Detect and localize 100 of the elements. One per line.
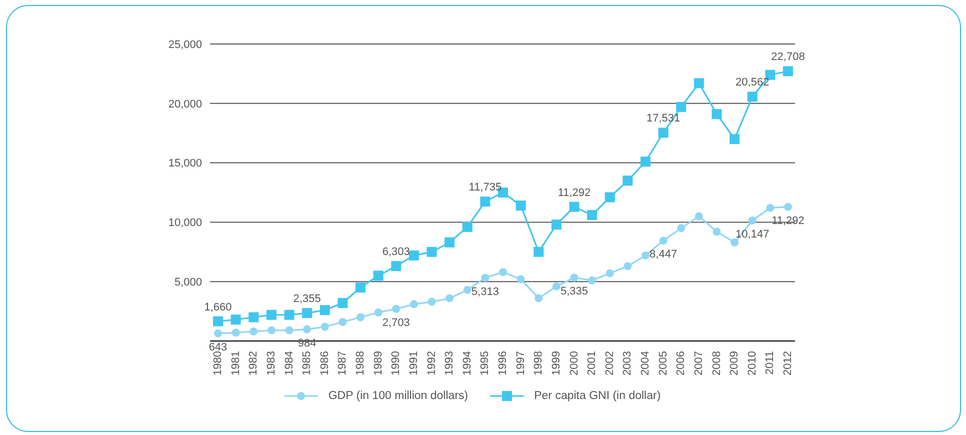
x-tick-label: 2000 [568, 351, 580, 376]
point [658, 128, 668, 138]
x-tick-label: 1997 [514, 351, 527, 376]
legend-label: GDP (in 100 million dollars) [328, 390, 468, 402]
x-tick-label: 2009 [728, 351, 741, 376]
point [642, 251, 650, 260]
point [640, 156, 650, 167]
y-tick-label: 10,000 [168, 217, 202, 230]
x-tick-label: 2010 [746, 351, 758, 376]
point [250, 327, 258, 336]
data-label: 11,292 [558, 186, 591, 199]
point [302, 308, 312, 318]
x-tick-label: 1988 [354, 351, 366, 376]
point [730, 134, 740, 144]
point [320, 305, 330, 316]
point [267, 326, 276, 334]
point [784, 202, 792, 211]
point [606, 269, 614, 278]
x-tick-label: 1992 [426, 351, 438, 376]
point [624, 262, 632, 270]
x-tick-label: 2001 [586, 351, 598, 376]
point [712, 228, 721, 236]
point [392, 304, 400, 313]
point [230, 314, 241, 325]
point [569, 202, 580, 212]
data-label: 11,735 [468, 182, 502, 194]
x-tick-label: 1983 [265, 351, 278, 376]
point [570, 274, 578, 282]
y-tick-label: 5,000 [174, 276, 202, 289]
x-tick-label: 1991 [408, 351, 420, 376]
x-tick-label: 2005 [657, 351, 670, 376]
point [480, 196, 490, 207]
x-tick-label: 1994 [461, 351, 474, 376]
point [446, 294, 454, 302]
point [428, 298, 436, 306]
x-tick-label: 1990 [390, 351, 402, 376]
x-tick-label: 2007 [692, 351, 705, 376]
x-tick-label: 2012 [782, 351, 794, 376]
y-tick-label: 25,000 [168, 38, 202, 51]
point [232, 328, 240, 337]
point [677, 224, 686, 232]
data-label: 1,660 [204, 301, 232, 314]
point [748, 216, 756, 224]
point [659, 236, 668, 245]
point [320, 322, 329, 331]
point [712, 109, 722, 120]
point [499, 268, 507, 276]
point [408, 250, 419, 260]
x-tick-label: 1989 [372, 351, 384, 376]
point [266, 310, 276, 320]
point [462, 222, 472, 232]
x-tick-label: 1995 [479, 351, 492, 376]
legend-label: Per capita GNI (in dollar) [534, 390, 661, 402]
point [588, 276, 596, 284]
point [285, 326, 294, 334]
point [338, 318, 347, 326]
point [747, 92, 758, 102]
x-tick-label: 2008 [710, 351, 723, 376]
point [284, 310, 294, 320]
point [356, 313, 364, 322]
data-label: 6,303 [382, 246, 410, 258]
x-tick-label: 1998 [532, 351, 545, 376]
point [676, 102, 686, 112]
x-tick-label: 1980 [212, 351, 224, 376]
point [783, 66, 793, 76]
x-tick-label: 2006 [675, 351, 688, 376]
point [214, 329, 222, 338]
data-label: 5,335 [560, 286, 588, 298]
point [534, 246, 544, 257]
point [373, 270, 384, 281]
x-tick-label: 2003 [622, 351, 634, 376]
point [338, 298, 348, 308]
x-tick-label: 1993 [444, 351, 456, 376]
x-tick-label: 1987 [336, 351, 349, 376]
point [213, 316, 223, 326]
point [694, 212, 703, 220]
x-tick-label: 2002 [604, 351, 616, 376]
point [426, 246, 437, 257]
point [444, 237, 455, 248]
point [587, 210, 598, 220]
point [410, 300, 418, 308]
point [516, 200, 526, 211]
point [391, 261, 402, 272]
y-tick-label: 20,000 [168, 98, 202, 110]
data-label: 2,703 [382, 316, 410, 329]
data-label: 22,708 [771, 51, 805, 64]
x-tick-label: 1999 [550, 351, 562, 376]
point [481, 274, 490, 282]
point [730, 238, 739, 246]
point [374, 308, 382, 316]
y-tick-label: 15,000 [168, 158, 202, 170]
x-tick-label: 1985 [301, 351, 314, 376]
data-label: 2,355 [293, 293, 321, 306]
point [694, 78, 704, 88]
x-tick-label: 2004 [640, 351, 652, 376]
point [356, 282, 366, 293]
point [248, 312, 259, 322]
x-tick-label: 1984 [283, 351, 296, 376]
point [534, 294, 543, 302]
point [463, 286, 472, 294]
